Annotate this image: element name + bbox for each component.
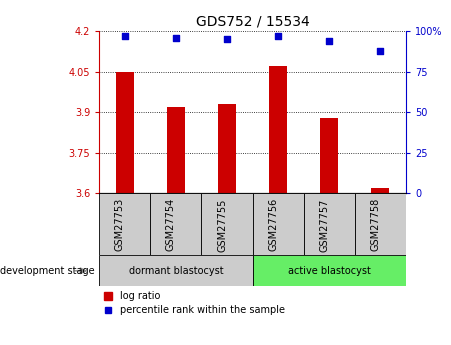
Text: active blastocyst: active blastocyst xyxy=(288,266,371,276)
Bar xyxy=(167,107,185,193)
Bar xyxy=(202,193,253,255)
Point xyxy=(223,37,230,42)
Bar xyxy=(304,193,355,255)
Text: dormant blastocyst: dormant blastocyst xyxy=(129,266,223,276)
Bar xyxy=(269,66,287,193)
Bar xyxy=(320,118,338,193)
Point xyxy=(377,48,384,53)
Point xyxy=(172,35,179,40)
Bar xyxy=(99,255,253,286)
Bar xyxy=(253,193,304,255)
Text: GSM27755: GSM27755 xyxy=(217,198,227,252)
Bar xyxy=(355,193,406,255)
Text: GSM27756: GSM27756 xyxy=(268,198,278,252)
Bar xyxy=(372,188,389,193)
Bar xyxy=(150,193,202,255)
Bar xyxy=(99,193,150,255)
Legend: log ratio, percentile rank within the sample: log ratio, percentile rank within the sa… xyxy=(104,291,285,315)
Bar xyxy=(253,255,406,286)
Text: GSM27754: GSM27754 xyxy=(166,198,176,252)
Text: development stage: development stage xyxy=(0,266,95,276)
Text: GSM27757: GSM27757 xyxy=(319,198,329,252)
Text: GSM27758: GSM27758 xyxy=(370,198,380,252)
Point xyxy=(275,33,282,39)
Bar xyxy=(116,72,133,193)
Point xyxy=(121,33,129,39)
Title: GDS752 / 15534: GDS752 / 15534 xyxy=(196,14,309,29)
Bar xyxy=(218,104,236,193)
Text: GSM27753: GSM27753 xyxy=(115,198,125,252)
Point xyxy=(326,38,333,43)
